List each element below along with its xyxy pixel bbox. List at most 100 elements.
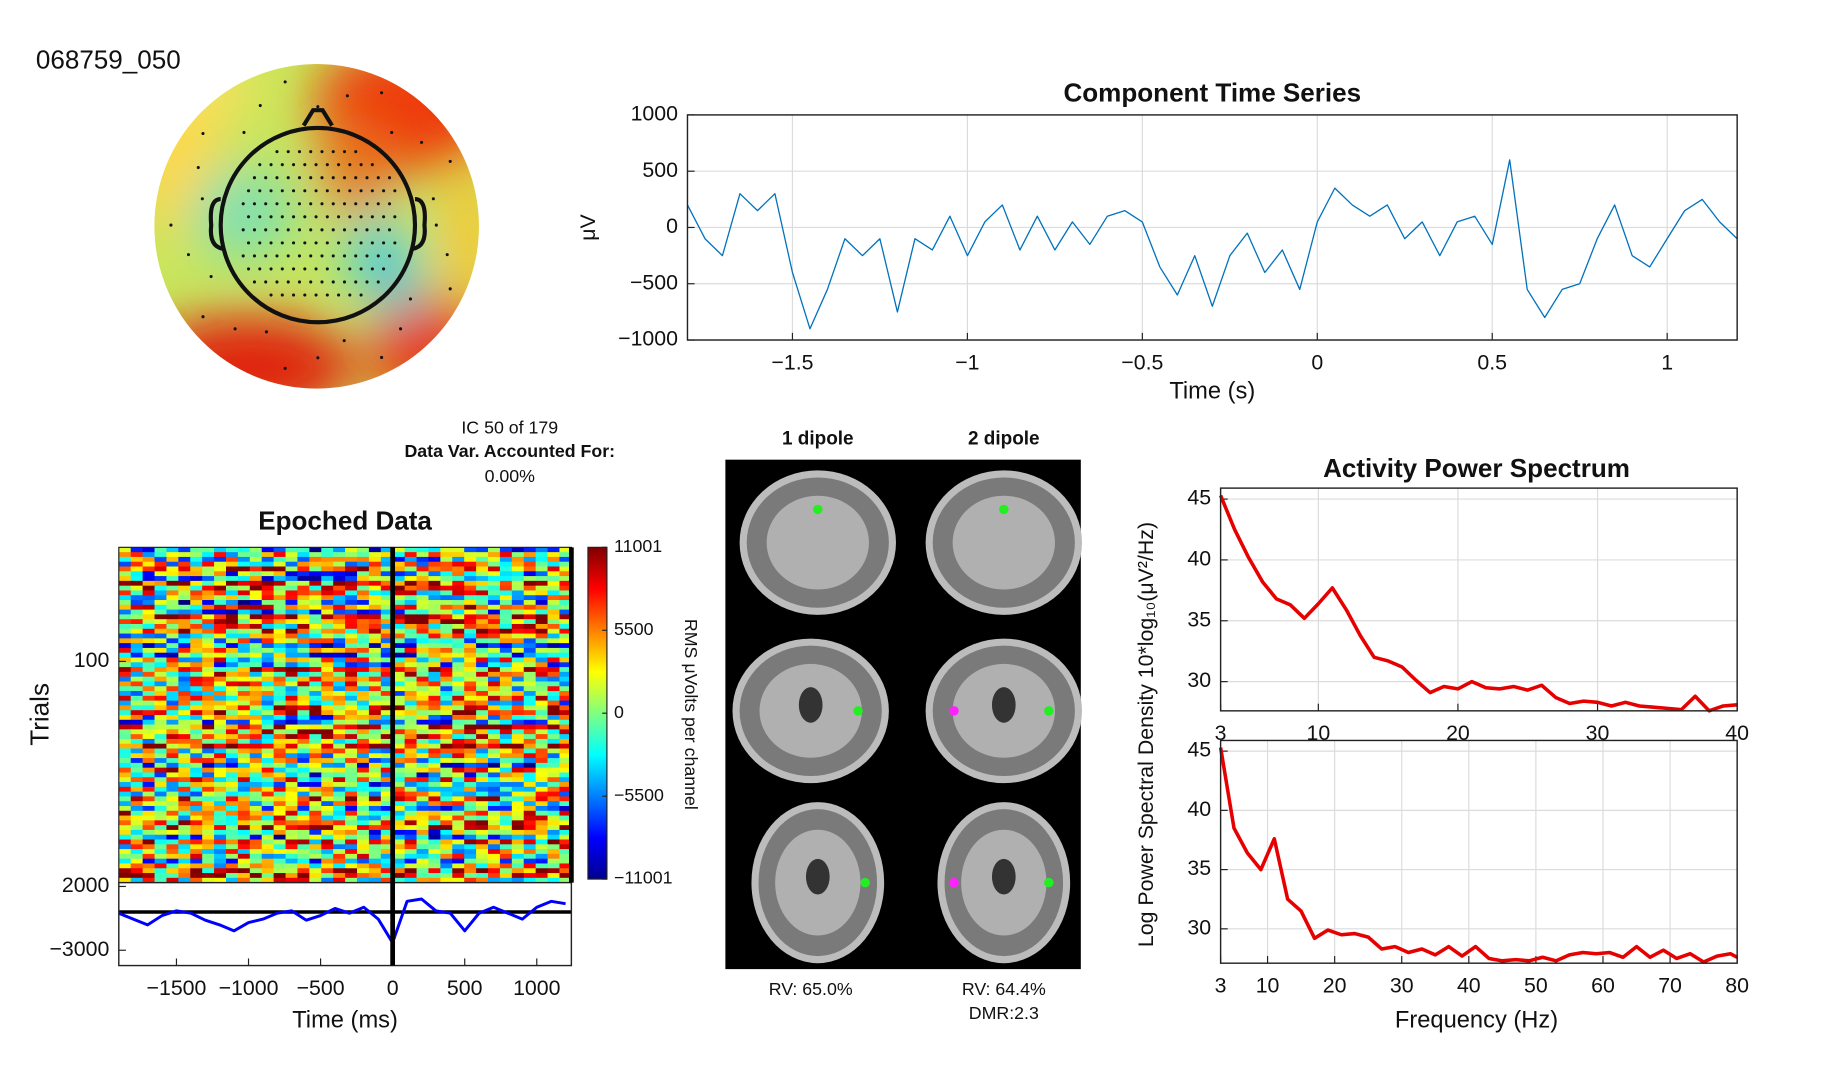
- erp-image-cell: [392, 844, 406, 850]
- erp-image-cell: [476, 719, 489, 726]
- dipole-marker: [1044, 706, 1054, 716]
- erp-image-cell: [392, 662, 406, 668]
- erp-image-cell: [118, 758, 132, 764]
- erp-image-cell: [297, 671, 310, 678]
- erp-image-cell: [202, 714, 215, 721]
- erp-image-cell: [380, 858, 394, 865]
- erp-image-cell: [261, 686, 275, 692]
- y-tick-label: 35: [1187, 607, 1211, 631]
- erp-image-cell: [285, 714, 299, 721]
- erp-image-cell: [404, 686, 418, 692]
- erp-image-cell: [511, 714, 525, 721]
- erp-image-cell: [380, 662, 394, 668]
- erp-image-cell: [523, 609, 537, 615]
- erp-image-cell: [523, 686, 537, 692]
- erp-image-cell: [488, 671, 501, 678]
- erp-image-cell: [190, 638, 203, 644]
- data-line: [1218, 747, 1738, 964]
- erp-image-cell: [440, 839, 453, 845]
- erp-image-cell: [166, 710, 179, 716]
- erp-image-cell: [118, 873, 132, 879]
- plot-area: [1220, 488, 1738, 711]
- erp-image-cell: [559, 815, 572, 821]
- erp-image-cell: [190, 600, 203, 606]
- erp-image-cell: [225, 734, 239, 740]
- erp-image-cell: [178, 695, 191, 702]
- erp-image-cell: [416, 556, 430, 563]
- erp-image-cell: [249, 815, 263, 821]
- erp-image-cell: [225, 849, 239, 855]
- erp-image-cell: [273, 777, 287, 783]
- erp-image-cell: [321, 547, 334, 553]
- erp-image-cell: [356, 853, 370, 860]
- x-tick-label: −1000: [219, 976, 279, 1000]
- erp-image-cell: [237, 638, 251, 644]
- erp-image-cell: [511, 748, 525, 754]
- erp-image-cell: [261, 825, 275, 831]
- y-tick-label: 35: [1187, 856, 1211, 880]
- erp-image-cell: [190, 863, 203, 869]
- erp-image-cell: [499, 691, 513, 697]
- erp-image-cell: [499, 590, 513, 596]
- erp-image-cell: [333, 585, 346, 592]
- erp-image-cell: [452, 734, 465, 740]
- erp-image-cell: [130, 738, 144, 745]
- erp-image-cell: [142, 614, 156, 620]
- erp-image-cell: [356, 652, 370, 659]
- electrode: [246, 189, 251, 193]
- erp-image-cell: [345, 791, 358, 798]
- electrode: [382, 267, 386, 271]
- erp-image-cell: [178, 667, 191, 673]
- erp-image-cell: [440, 820, 453, 826]
- erp-image-cell: [321, 619, 334, 625]
- erp-image-cell: [535, 552, 549, 558]
- erp-image-cell: [511, 796, 525, 802]
- erp-image-cell: [523, 815, 537, 821]
- electrode: [280, 189, 284, 193]
- erp-image-cell: [130, 782, 144, 788]
- erp-image-cell: [345, 657, 358, 663]
- erp-image-cell: [297, 758, 310, 764]
- erp-image-cell: [392, 638, 406, 644]
- erp-image-cell: [190, 743, 203, 750]
- erp-image-cell: [214, 576, 227, 582]
- erp-image-cell: [428, 805, 441, 812]
- erp-image-cell: [154, 566, 168, 572]
- erp-image-cell: [452, 714, 465, 721]
- erp-image-cell: [416, 734, 430, 740]
- erp-image-cell: [214, 556, 227, 563]
- erp-image-cell: [464, 724, 477, 730]
- erp-image-cell: [416, 858, 430, 865]
- erp-image-cell: [118, 609, 132, 615]
- erp-image-cell: [214, 638, 227, 644]
- erp-image-cell: [166, 829, 179, 836]
- erp-image-cell: [440, 858, 453, 865]
- erp-image-cell: [142, 604, 156, 611]
- erp-image-cell: [261, 796, 275, 802]
- erp-image-cell: [368, 734, 382, 740]
- erp-image-cell: [368, 758, 382, 764]
- erp-image-cell: [511, 609, 525, 615]
- erp-image-cell: [166, 585, 179, 592]
- erp-image-cell: [142, 695, 156, 702]
- erp-image-cell: [333, 647, 346, 654]
- erp-image-cell: [368, 571, 382, 577]
- erp-image-cell: [249, 580, 263, 587]
- erp-image-cell: [499, 810, 513, 817]
- erp-image-cell: [214, 571, 227, 577]
- erp-image-cell: [392, 767, 406, 774]
- erp-image-cell: [214, 681, 227, 687]
- erp-image-cell: [392, 691, 406, 697]
- erp-image-cell: [476, 743, 489, 750]
- erp-image-cell: [547, 786, 561, 793]
- erp-image-cell: [428, 825, 441, 831]
- erp-image-cell: [535, 657, 549, 663]
- erp-image-cell: [380, 729, 394, 735]
- erp-image-cell: [333, 782, 346, 788]
- erp-image-cell: [166, 628, 179, 635]
- erp-image-cell: [297, 691, 310, 697]
- erp-image-cell: [249, 743, 263, 750]
- erp-image-cell: [464, 786, 477, 793]
- erp-image-cell: [178, 681, 191, 687]
- erp-image-cell: [559, 695, 572, 702]
